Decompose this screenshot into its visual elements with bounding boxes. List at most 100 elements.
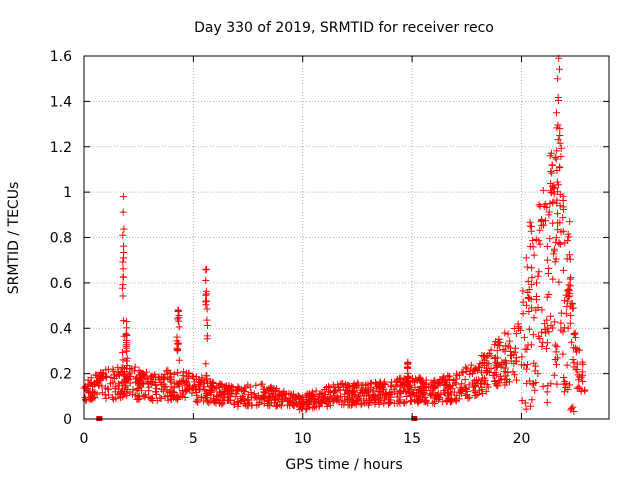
data-point	[493, 359, 501, 367]
data-point	[254, 391, 262, 399]
data-point	[431, 376, 439, 384]
data-point	[104, 365, 112, 373]
data-point	[566, 251, 574, 259]
data-point	[275, 391, 283, 399]
data-point	[169, 388, 177, 396]
data-point	[145, 387, 153, 395]
data-point	[299, 399, 307, 407]
data-point	[197, 393, 205, 401]
data-point	[485, 360, 493, 368]
data-point	[522, 405, 530, 413]
data-point	[134, 385, 142, 393]
data-point	[519, 310, 527, 318]
data-point	[572, 365, 580, 373]
data-point	[482, 366, 490, 374]
data-point	[560, 373, 568, 381]
data-point	[168, 389, 176, 397]
x-tick-label: 20	[513, 431, 531, 447]
data-point	[175, 323, 183, 331]
data-point	[484, 368, 492, 376]
data-point	[496, 379, 504, 387]
data-point	[120, 249, 128, 257]
data-point	[556, 125, 564, 133]
data-point	[554, 75, 562, 83]
data-point	[528, 396, 536, 404]
data-point	[123, 324, 131, 332]
data-point	[352, 401, 360, 409]
data-point	[119, 356, 127, 364]
data-point	[396, 393, 404, 401]
data-point	[487, 346, 495, 354]
data-point	[213, 383, 221, 391]
data-point	[551, 154, 559, 162]
data-point	[547, 167, 555, 175]
data-point	[279, 397, 287, 405]
data-point	[554, 93, 562, 101]
data-point	[433, 391, 441, 399]
data-point	[247, 388, 255, 396]
data-point	[475, 364, 483, 372]
data-point	[360, 395, 368, 403]
data-point	[530, 314, 538, 322]
data-point	[126, 379, 134, 387]
data-point	[88, 396, 96, 404]
data-point	[519, 298, 527, 306]
data-point	[114, 363, 122, 371]
data-point	[579, 377, 587, 385]
data-point	[264, 401, 272, 409]
data-point	[521, 345, 529, 353]
data-point	[119, 208, 127, 216]
data-point	[557, 319, 565, 327]
data-point	[335, 386, 343, 394]
data-point	[326, 395, 334, 403]
data-point	[570, 344, 578, 352]
data-point	[541, 200, 549, 208]
data-point	[445, 394, 453, 402]
data-point	[461, 376, 469, 384]
data-point	[346, 396, 354, 404]
data-point	[136, 380, 144, 388]
data-point	[404, 358, 412, 366]
data-point	[119, 348, 127, 356]
data-point	[553, 109, 560, 117]
data-point	[559, 350, 567, 358]
data-point	[429, 389, 437, 397]
data-point	[553, 124, 561, 132]
data-point	[203, 297, 211, 305]
data-point	[215, 388, 223, 396]
data-point	[295, 393, 303, 401]
data-point	[112, 395, 120, 403]
data-point	[395, 397, 403, 405]
data-point	[484, 383, 492, 391]
data-point	[511, 371, 519, 379]
data-point	[458, 368, 466, 376]
data-point	[319, 396, 327, 404]
data-point	[552, 348, 560, 356]
data-point	[492, 371, 500, 379]
data-point	[131, 391, 139, 399]
y-tick-label: 0.4	[50, 321, 72, 337]
data-point	[152, 391, 160, 399]
data-point	[395, 388, 403, 396]
data-point	[565, 293, 573, 301]
data-point	[123, 332, 131, 340]
data-point	[441, 380, 449, 388]
data-point	[233, 398, 241, 406]
data-point	[526, 377, 534, 385]
y-tick-label: 1	[63, 185, 72, 201]
data-point	[500, 358, 508, 366]
data-point	[387, 382, 395, 390]
data-point	[543, 339, 551, 347]
data-point	[525, 307, 533, 315]
data-point	[358, 399, 366, 407]
data-point	[549, 324, 557, 332]
data-point	[529, 237, 537, 245]
data-point	[535, 268, 543, 276]
data-point	[144, 379, 152, 387]
data-point	[346, 382, 354, 390]
data-point	[121, 383, 129, 391]
data-point	[256, 394, 264, 402]
data-point	[504, 368, 512, 376]
data-point	[407, 397, 415, 405]
data-point	[532, 293, 540, 301]
